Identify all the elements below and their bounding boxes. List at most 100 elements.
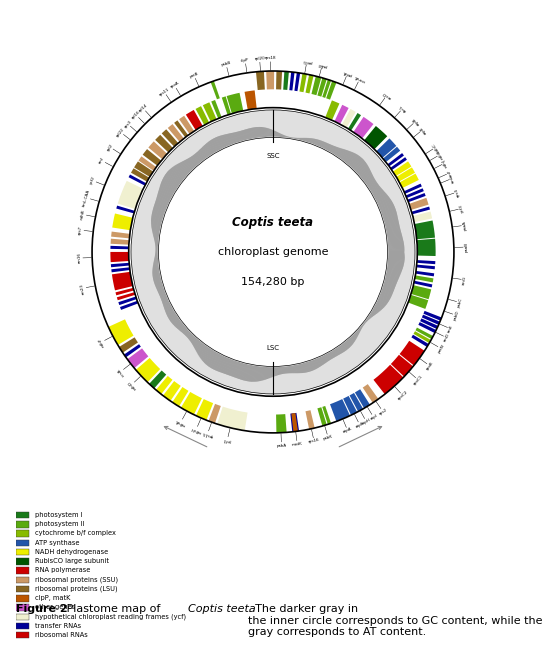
- Wedge shape: [160, 183, 175, 193]
- Wedge shape: [363, 384, 378, 403]
- Wedge shape: [192, 155, 200, 165]
- Wedge shape: [240, 363, 246, 380]
- Wedge shape: [317, 78, 327, 97]
- Wedge shape: [155, 256, 159, 258]
- Wedge shape: [308, 360, 313, 371]
- Wedge shape: [283, 366, 286, 374]
- Text: Figure 2: Figure 2: [16, 604, 68, 614]
- Wedge shape: [312, 138, 315, 145]
- Wedge shape: [155, 245, 159, 247]
- Wedge shape: [355, 162, 366, 173]
- Wedge shape: [276, 366, 278, 375]
- Wedge shape: [155, 201, 168, 208]
- Wedge shape: [388, 248, 405, 250]
- Wedge shape: [386, 268, 402, 272]
- Wedge shape: [252, 127, 255, 139]
- Wedge shape: [360, 170, 371, 179]
- Wedge shape: [300, 363, 304, 373]
- Wedge shape: [199, 346, 209, 358]
- Text: rpoB: rpoB: [425, 360, 434, 371]
- Wedge shape: [181, 327, 188, 333]
- Text: ndhA: ndhA: [175, 418, 186, 426]
- Wedge shape: [254, 365, 258, 382]
- Circle shape: [158, 138, 388, 366]
- Wedge shape: [385, 229, 401, 233]
- Wedge shape: [341, 151, 350, 161]
- Bar: [16, 623, 28, 629]
- Wedge shape: [201, 147, 209, 158]
- Wedge shape: [189, 335, 195, 341]
- Wedge shape: [192, 338, 198, 345]
- Wedge shape: [156, 284, 164, 288]
- Wedge shape: [304, 362, 308, 373]
- Text: ATP synthase: ATP synthase: [35, 539, 80, 546]
- Wedge shape: [387, 244, 404, 246]
- Wedge shape: [217, 136, 224, 149]
- Wedge shape: [294, 364, 297, 373]
- Wedge shape: [244, 364, 249, 380]
- Wedge shape: [301, 362, 305, 373]
- Wedge shape: [193, 340, 200, 348]
- Wedge shape: [386, 270, 401, 275]
- Wedge shape: [232, 132, 236, 144]
- Wedge shape: [332, 349, 337, 357]
- Text: NADH dehydrogenase: NADH dehydrogenase: [35, 549, 109, 555]
- Text: ndhF: ndhF: [97, 337, 105, 348]
- Text: trnE: trnE: [447, 324, 454, 333]
- Wedge shape: [330, 145, 335, 153]
- Wedge shape: [322, 79, 331, 98]
- Wedge shape: [157, 288, 165, 292]
- Wedge shape: [226, 134, 232, 145]
- Wedge shape: [344, 152, 353, 163]
- Wedge shape: [111, 231, 130, 238]
- Wedge shape: [335, 348, 340, 355]
- Wedge shape: [336, 149, 343, 158]
- Text: ndhK: ndhK: [436, 149, 445, 160]
- Wedge shape: [215, 137, 223, 150]
- Wedge shape: [175, 321, 182, 328]
- Wedge shape: [128, 174, 146, 185]
- Wedge shape: [300, 138, 302, 141]
- Wedge shape: [376, 300, 386, 307]
- Wedge shape: [170, 315, 179, 322]
- Wedge shape: [381, 287, 393, 293]
- Wedge shape: [260, 127, 263, 138]
- Wedge shape: [166, 172, 181, 184]
- Wedge shape: [213, 354, 222, 370]
- Bar: [16, 595, 28, 601]
- Text: rps7: rps7: [78, 225, 83, 235]
- Wedge shape: [269, 129, 271, 138]
- Wedge shape: [179, 116, 194, 134]
- Wedge shape: [378, 202, 393, 209]
- Wedge shape: [152, 229, 161, 232]
- Wedge shape: [378, 201, 393, 208]
- Wedge shape: [362, 173, 372, 182]
- Wedge shape: [351, 157, 362, 169]
- Wedge shape: [155, 200, 168, 207]
- Wedge shape: [255, 366, 259, 382]
- Wedge shape: [414, 281, 432, 287]
- Wedge shape: [216, 355, 225, 371]
- Wedge shape: [196, 343, 205, 353]
- Wedge shape: [152, 231, 160, 234]
- Wedge shape: [382, 211, 397, 218]
- Wedge shape: [207, 351, 217, 366]
- Wedge shape: [158, 191, 172, 200]
- Text: rps15: rps15: [201, 430, 213, 438]
- Wedge shape: [211, 139, 219, 152]
- Text: psbE: psbE: [317, 61, 328, 68]
- Wedge shape: [189, 335, 194, 340]
- Wedge shape: [373, 191, 385, 198]
- Wedge shape: [196, 152, 204, 162]
- Wedge shape: [156, 245, 159, 247]
- Wedge shape: [406, 188, 424, 198]
- Wedge shape: [206, 351, 216, 366]
- Wedge shape: [195, 342, 204, 352]
- Wedge shape: [367, 181, 377, 188]
- Wedge shape: [155, 257, 159, 259]
- Wedge shape: [152, 212, 164, 217]
- Wedge shape: [263, 127, 265, 138]
- Text: ndhC: ndhC: [431, 141, 441, 152]
- Wedge shape: [382, 213, 397, 220]
- Wedge shape: [239, 131, 244, 141]
